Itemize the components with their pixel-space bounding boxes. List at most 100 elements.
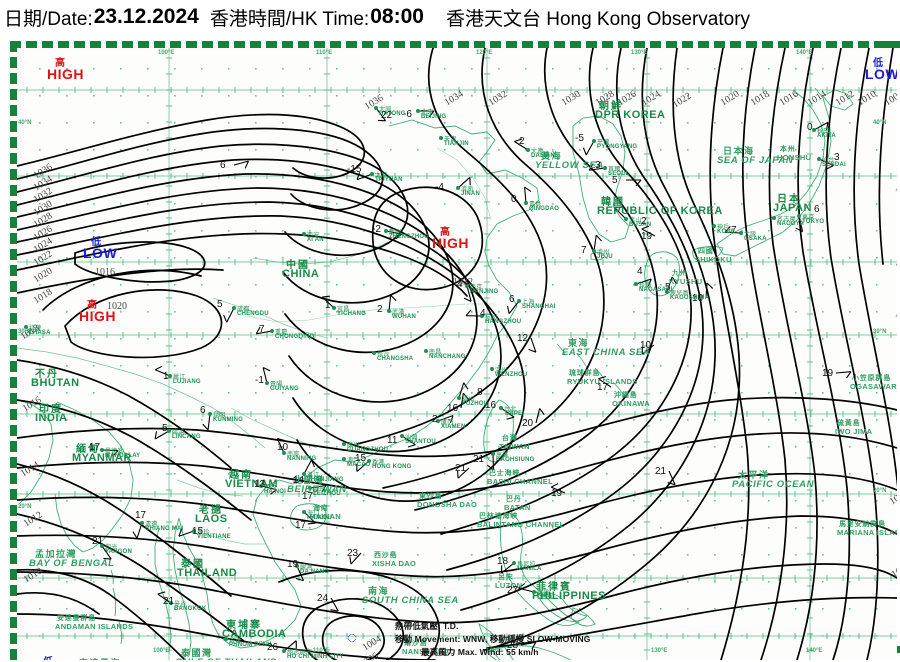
station-dot-22: [342, 442, 346, 446]
wind-barb-25: [276, 437, 285, 454]
station-dot-46: [592, 249, 596, 253]
wind-barb-3: [356, 172, 373, 181]
wind-barb-ocean-12: [349, 552, 362, 565]
wind-barb-0: [418, 110, 435, 118]
station-dot-55: [499, 406, 503, 410]
wind-barb-27: [309, 484, 327, 493]
station-dot-41: [259, 484, 263, 488]
wind-barb-ocean-1: [528, 337, 537, 353]
time-label: 香港時間/HK Time:: [209, 8, 370, 30]
station-dot-52: [712, 224, 716, 228]
station-dot-44: [603, 166, 607, 170]
station-dot-13: [372, 351, 376, 355]
wind-barb-28: [303, 511, 316, 525]
station-dot-42: [295, 564, 299, 568]
wind-barb-42: [295, 565, 305, 582]
wind-barb-11: [321, 295, 335, 309]
wind-barb-ocean-7: [457, 467, 470, 479]
wind-barb-49: [795, 215, 804, 233]
wind-barb-ocean-11: [330, 597, 339, 612]
station-dots: [24, 106, 821, 653]
wind-barb-10: [255, 326, 273, 335]
station-dot-56: [491, 452, 495, 456]
station-dot-8: [302, 232, 306, 236]
station-dot-26: [302, 472, 306, 476]
wind-barb-ocean-13: [550, 483, 566, 494]
wind-barb-47: [813, 121, 829, 131]
wind-barb-56: [487, 453, 495, 471]
station-dot-36: [140, 521, 144, 525]
station-dot-33: [24, 325, 28, 329]
station-dot-32: [265, 381, 269, 385]
date-value: 23.12.2024: [93, 5, 199, 28]
wind-barb-44: [588, 163, 606, 171]
wind-barb-38: [157, 591, 172, 604]
wind-barbs: [101, 107, 852, 652]
wind-barb-36: [132, 522, 143, 539]
wind-barb-7: [385, 230, 403, 240]
station-dot-14: [424, 349, 428, 353]
station-dot-16: [517, 299, 521, 303]
station-dot-43: [592, 139, 596, 143]
wind-barb-43: [582, 140, 595, 156]
graticule-lines: [17, 48, 897, 660]
wind-barb-ocean-4: [535, 408, 545, 424]
station-dot-39: [224, 637, 228, 641]
station-dot-49: [797, 214, 801, 218]
station-dot-31: [168, 374, 172, 378]
station-dot-28: [302, 510, 306, 514]
wind-barb-6: [457, 176, 471, 189]
station-dot-3: [370, 172, 374, 176]
station-dot-1: [374, 106, 378, 110]
wind-barb-37: [178, 528, 195, 537]
wind-barb-31: [155, 365, 171, 377]
date-label: 日期/Date:: [4, 8, 93, 30]
wind-barb-ocean-14: [705, 282, 714, 299]
chart-header: 日期/Date: 23.12.2024 香港時間/HK Time: 08:00 …: [0, 0, 900, 34]
graticule-ticks: [26, 57, 892, 651]
wind-barb-9: [223, 307, 235, 323]
wind-barb-41: [260, 485, 277, 495]
wind-barb-35: [101, 545, 112, 560]
wind-barb-32: [262, 366, 271, 384]
wind-barb-34: [101, 449, 119, 457]
isobars: [17, 48, 897, 660]
station-dot-5: [524, 201, 528, 205]
wind-barb-ocean-9: [460, 392, 469, 409]
station-dot-10: [270, 329, 274, 333]
station-dot-0: [416, 109, 420, 113]
wind-barb-30: [154, 430, 170, 440]
wind-barb-45: [614, 206, 627, 220]
station-dot-58: [532, 590, 536, 594]
station-dot-50: [772, 216, 776, 220]
station-dot-2: [439, 136, 443, 140]
station-dot-18: [490, 367, 494, 371]
wind-barb-20: [437, 415, 454, 424]
map-graphics: [17, 48, 897, 660]
station-dot-11: [332, 306, 336, 310]
station-dot-4: [526, 148, 530, 152]
wind-barb-5: [524, 186, 532, 204]
wind-barb-ocean-5: [835, 371, 852, 379]
station-dot-7: [384, 229, 388, 233]
wind-barb-1: [375, 107, 387, 122]
station-dot-45: [624, 217, 628, 221]
wind-barb-29: [202, 413, 211, 431]
wind-barb-57: [501, 562, 515, 574]
wind-barb-53: [666, 276, 677, 293]
station-dot-34: [100, 448, 104, 452]
wind-barb-58: [518, 583, 535, 593]
wind-barb-15: [463, 285, 472, 302]
wind-barb-26: [303, 459, 315, 475]
station-dot-37: [192, 529, 196, 533]
station-dot-29: [208, 412, 212, 416]
station-dot-6: [456, 186, 460, 190]
station-dot-57: [512, 561, 516, 565]
weather-map-frame: 40°N30°N20°N10°N40°N30°N20°N10°N100°E110…: [3, 34, 900, 662]
station-dot-24: [342, 457, 346, 461]
station-dot-20: [436, 419, 440, 423]
station-dot-15: [465, 284, 469, 288]
station-dot-35: [100, 544, 104, 548]
station-dot-30: [167, 429, 171, 433]
